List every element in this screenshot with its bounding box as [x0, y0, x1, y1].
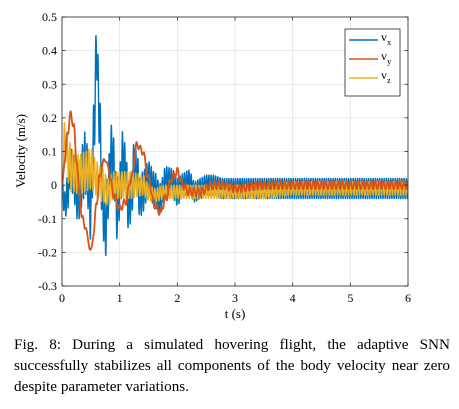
y-tick-label: 0.3: [42, 77, 57, 91]
y-tick-label: 0.5: [42, 10, 57, 24]
legend-label-subscript: y: [387, 56, 392, 66]
x-tick-label: 1: [117, 291, 123, 305]
y-tick-label: 0.4: [42, 44, 57, 58]
legend-label-z: vz: [381, 68, 391, 85]
legend-label-subscript: x: [387, 37, 392, 47]
y-tick-label: -0.3: [38, 279, 57, 293]
y-tick-label: -0.1: [38, 212, 57, 226]
velocity-chart: 0 1 2 3 4 5 6 -0.3 -0.2 -0.1 0 0.1 0.2 0.3 0.4 0.5 t (s…: [13, 10, 411, 321]
x-tick-label: 6: [405, 291, 411, 305]
legend-label-y: vy: [381, 49, 392, 66]
x-axis-label: t (s): [225, 306, 246, 321]
x-tick-label: 5: [347, 291, 353, 305]
legend-box: [344, 28, 401, 97]
x-tick-label: 2: [174, 291, 180, 305]
series-line-y: [62, 110, 408, 251]
legend-label-main: v: [381, 68, 387, 82]
y-tick-label: -0.2: [38, 245, 57, 259]
legend-label-subscript: z: [387, 75, 391, 85]
series-layer: [62, 34, 408, 257]
tick-labels: 0 1 2 3 4 5 6 -0.3 -0.2 -0.1 0 0.1 0.2 0.3 0.4 0.5: [38, 10, 411, 305]
legend-label-main: v: [381, 30, 387, 44]
x-tick-label: 3: [232, 291, 238, 305]
y-tick-label: 0.1: [42, 145, 57, 159]
figure-caption: Fig. 8: During a simulated hovering flig…: [14, 336, 450, 395]
legend-label-x: vx: [381, 30, 392, 47]
legend-label-main: v: [381, 49, 387, 63]
y-axis-label: Velocity (m/s): [13, 114, 28, 188]
x-tick-label: 4: [290, 291, 296, 305]
x-tick-label: 0: [59, 291, 65, 305]
y-tick-label: 0: [51, 178, 57, 192]
axis-ticks: [61, 16, 409, 287]
y-tick-label: 0.2: [42, 111, 57, 125]
